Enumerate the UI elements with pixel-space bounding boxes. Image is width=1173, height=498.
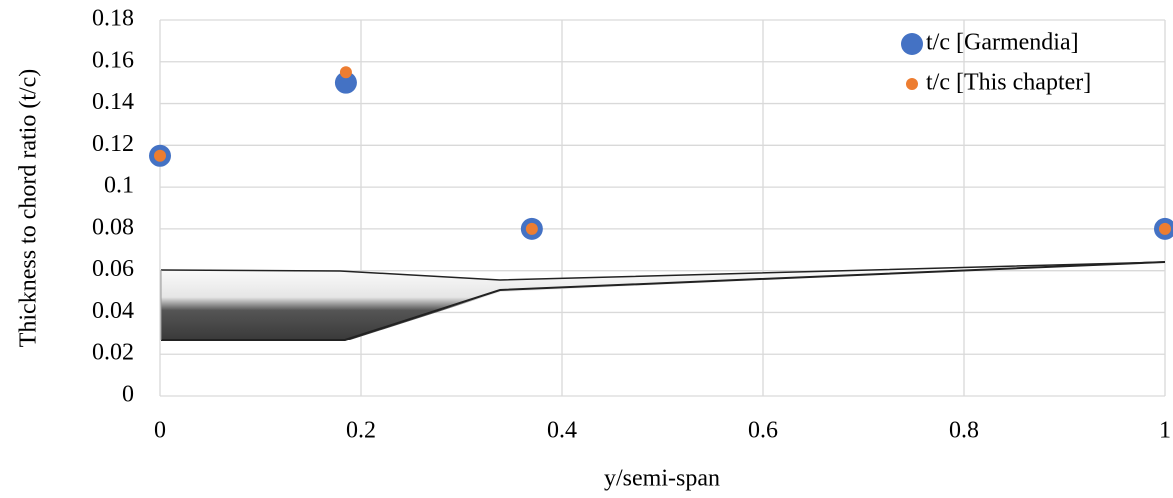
x-axis-label: y/semi-span [604, 466, 720, 492]
y-tick-label: 0.06 [92, 256, 134, 282]
x-tick-label: 0.6 [748, 418, 778, 444]
x-tick-label: 0.2 [346, 418, 376, 444]
y-axis-label: Thickness to chord ratio (t/c) [16, 69, 42, 348]
marker [339, 66, 352, 79]
y-tick-label: 0.02 [92, 340, 134, 366]
wing-planform [160, 261, 1166, 341]
x-tick-label: 0.4 [547, 418, 577, 444]
y-tick-label: 0.04 [92, 298, 134, 324]
x-tick-label: 0 [154, 418, 166, 444]
legend-label: t/c [This chapter] [926, 70, 1091, 96]
x-tick-label: 1 [1159, 418, 1171, 444]
marker [525, 222, 538, 235]
y-tick-label: 0.18 [92, 6, 134, 32]
y-tick-label: 0.08 [92, 214, 134, 240]
marker [1159, 222, 1171, 235]
legend-marker [901, 33, 923, 55]
legend-label: t/c [Garmendia] [926, 30, 1079, 56]
y-tick-label: 0.16 [92, 47, 134, 73]
x-tick-label: 0.8 [949, 418, 979, 444]
y-tick-label: 0.1 [104, 173, 134, 199]
y-tick-label: 0 [122, 382, 134, 408]
y-tick-label: 0.12 [92, 131, 134, 157]
legend-marker [906, 78, 918, 90]
marker [154, 149, 166, 162]
markers [149, 66, 1173, 240]
y-tick-label: 0.14 [92, 89, 134, 115]
marker [334, 71, 357, 94]
